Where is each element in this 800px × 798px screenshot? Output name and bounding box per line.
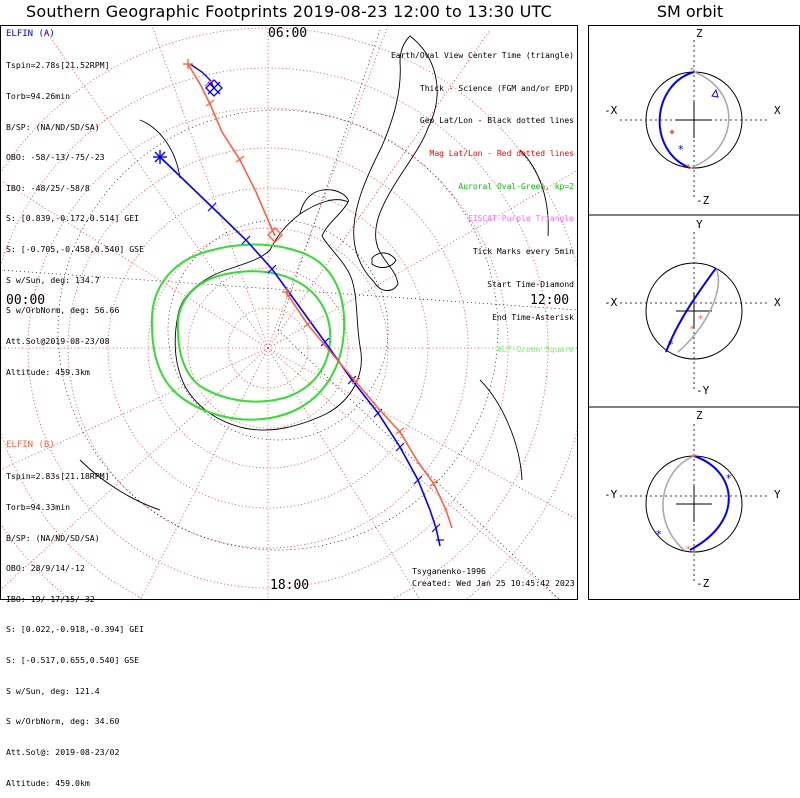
elfin-b-asterisk: [282, 287, 292, 297]
sm1-top-label: Z: [696, 27, 703, 40]
elfin-a-line: Att.Sol@2019-08-23/08: [6, 335, 110, 346]
polar-map: [1, 26, 577, 599]
clock-label-right: 12:00: [530, 293, 570, 308]
svg-text:*: *: [726, 472, 732, 485]
elfin-b-track: [183, 59, 453, 529]
svg-text:*: *: [690, 66, 694, 75]
elfin-a-line: S: [-0.705,-0.458,0.540] GSE: [6, 244, 145, 255]
sm2-bottom-label: -Y: [696, 384, 710, 397]
elfin-b-end-asterisk: [183, 59, 193, 69]
sm-orbit-xz: * * *: [620, 40, 768, 200]
svg-text:*: *: [692, 453, 697, 463]
sm-orbit-xy: * * *: [620, 232, 768, 392]
elfin-a-line: B/SP: (NA/ND/SD/SA): [6, 121, 100, 132]
sm-orbit-title: SM orbit: [656, 2, 724, 21]
elfin-b-line: Torb=94.33min: [6, 502, 71, 513]
elfin-a-start-diamond: [205, 79, 223, 97]
elfin-a-line: S w/OrbNorm, deg: 56.66: [6, 305, 120, 316]
elfin-b-line: Altitude: 459.0km: [6, 777, 90, 788]
elfin-b-line: Tspin=2.83s[21.18RPM]: [6, 471, 110, 482]
svg-text:*: *: [698, 314, 703, 325]
sm2-left-label: -X: [604, 296, 618, 309]
sm3-right-label: Y: [774, 488, 781, 501]
elfin-a-name: ELFIN (A): [6, 29, 55, 39]
sm3-top-label: Z: [696, 409, 703, 422]
clock-label-bottom: 18:00: [270, 578, 310, 593]
legend-item: Tick Marks every 5min: [472, 247, 574, 257]
elfin-b-line: S: [0.022,-0.918,-0.394] GEI: [6, 624, 145, 635]
svg-text:*: *: [686, 163, 691, 173]
clock-label-left: 00:00: [6, 293, 46, 308]
legend-item: EISCAT-Purple Triangle: [468, 214, 574, 224]
elfin-a-line: OBO: -58/-13/-75/-23: [6, 152, 105, 163]
elfin-b-info: Tspin=2.83s[21.18RPM] Torb=94.33min B/SP…: [6, 451, 144, 798]
sm1-bottom-label: -Z: [696, 194, 710, 207]
elfin-a-line: Altitude: 459.3km: [6, 366, 90, 377]
elfin-b-line: OBO: 28/9/14/-12: [6, 563, 85, 574]
legend-item: Auroral Oval-Green, kp=2: [458, 181, 574, 191]
elfin-b-line: S w/OrbNorm, deg: 34.60: [6, 716, 120, 727]
sm3-left-label: -Y: [604, 488, 618, 501]
legend-item: End Time-Asterisk: [492, 312, 574, 322]
elfin-a-line: IBO: -48/25/-58/8: [6, 182, 90, 193]
clock-label-top: 06:00: [268, 26, 308, 41]
elfin-a-line: Tspin=2.78s[21.52RPM]: [6, 60, 110, 71]
auroral-oval: [150, 243, 346, 421]
sm1-left-label: -X: [604, 104, 618, 117]
elfin-b-line: B/SP: (NA/ND/SD/SA): [6, 532, 100, 543]
model-label: Tsyganenko-1996: [412, 566, 486, 576]
elfin-b-line: IBO: 19/-17/15/-32: [6, 593, 95, 604]
elfin-b-ticks: [204, 79, 439, 487]
legend-item: Earth/Oval View Center Time (triangle): [390, 50, 574, 60]
elfin-b-line: S: [-0.517,0.655,0.540] GSE: [6, 655, 140, 666]
elfin-b-name: ELFIN (B): [6, 440, 55, 450]
svg-text:*: *: [668, 338, 674, 351]
elfin-b-line: Att.Sol@: 2019-08-23/02: [6, 746, 120, 757]
figure-canvas: * * * * * * * * * *: [0, 25, 800, 600]
elfin-b-diamond: [267, 227, 283, 243]
sm2-right-label: X: [774, 296, 781, 309]
sm-orbit-yz: * * * *: [620, 424, 768, 584]
legend-item: Thick - Science (FGM and/or EPD): [419, 83, 574, 93]
legend-item: Mag Lat/Lon - Red dotted lines: [429, 148, 575, 158]
svg-text:*: *: [686, 545, 691, 555]
legend-item: Start Time-Diamond: [487, 279, 574, 289]
sm3-bottom-label: -Z: [696, 577, 710, 590]
elfin-a-ticks: [207, 202, 441, 533]
legend-item: VLF-Green Square: [496, 345, 574, 355]
elfin-a-line: S w/Sun, deg: 134.7: [6, 274, 100, 285]
elfin-a-track: [153, 63, 444, 547]
sm2-top-label: Y: [696, 218, 703, 231]
elfin-b-line: S w/Sun, deg: 121.4: [6, 685, 100, 696]
coastlines: [79, 35, 549, 511]
created-label: Created: Wed Jan 25 10:45:42 2023: [412, 578, 575, 588]
elfin-a-line: S: [0.839,-0.172,0.514] GEI: [6, 213, 140, 224]
svg-text:*: *: [656, 528, 662, 541]
elfin-a-info: Tspin=2.78s[21.52RPM] Torb=94.26min B/SP…: [6, 40, 144, 387]
legend: Earth/Oval View Center Time (triangle) T…: [391, 29, 574, 367]
legend-item: Geo Lat/Lon - Black dotted lines: [419, 116, 574, 126]
svg-text:*: *: [678, 143, 684, 156]
elfin-a-line: Torb=94.26min: [6, 91, 71, 102]
elfin-a-end-asterisk: [153, 150, 167, 164]
sm1-right-label: X: [774, 104, 781, 117]
svg-text:*: *: [690, 325, 695, 335]
plot-title: Southern Geographic Footprints 2019-08-2…: [26, 2, 552, 21]
